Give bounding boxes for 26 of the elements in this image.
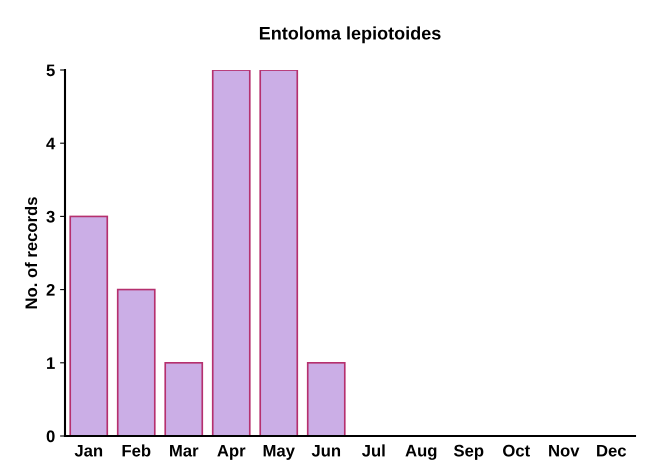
y-tick-label: 3 <box>46 210 55 223</box>
y-tick-label: 1 <box>47 357 55 369</box>
bar <box>69 216 108 436</box>
y-tick-label: 5 <box>46 64 55 76</box>
y-tick-label: 2 <box>46 284 55 296</box>
bar <box>306 362 346 436</box>
x-tick-label: Sep <box>454 444 484 460</box>
bar <box>259 70 298 436</box>
x-tick-label: May <box>264 444 295 460</box>
x-tick-label: Mar <box>170 444 198 457</box>
x-tick-label: Jul <box>362 444 385 457</box>
x-tick-label: Apr <box>217 444 246 460</box>
x-tick-label: Oct <box>503 444 530 457</box>
y-tick-label: 4 <box>46 138 56 150</box>
bar <box>164 362 204 436</box>
y-tick-label: 0 <box>46 430 55 442</box>
y-axis-title: No. of records <box>24 197 38 308</box>
bar <box>116 288 156 436</box>
x-tick-label: Nov <box>549 444 580 457</box>
x-tick-label: Feb <box>122 444 150 457</box>
bar <box>212 70 251 436</box>
chart-title: Entoloma lepiotoides <box>260 26 441 44</box>
x-tick-label: Jan <box>74 444 102 457</box>
x-tick-label: Dec <box>597 444 626 457</box>
x-tick-label: Aug <box>405 444 436 460</box>
x-tick-label: Jun <box>312 444 340 457</box>
